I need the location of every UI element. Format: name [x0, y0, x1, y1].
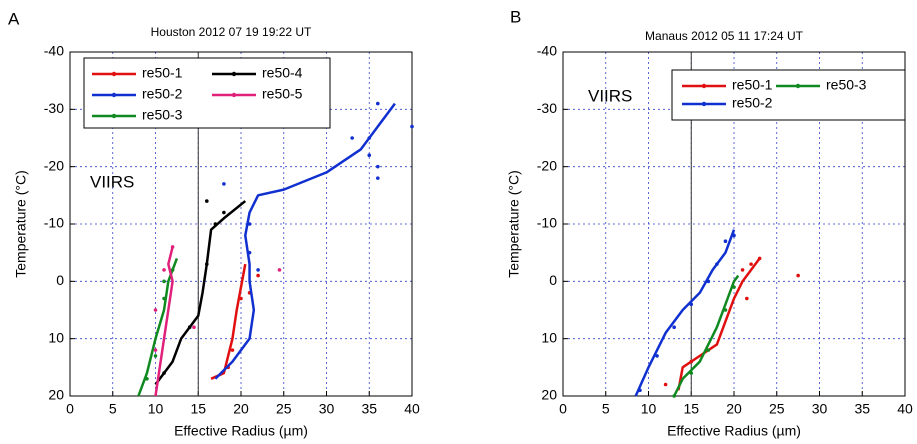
- series-line: [137, 257, 179, 397]
- legend-marker: [111, 113, 117, 119]
- y-tick-label: 10: [541, 329, 557, 345]
- chart-title: Houston 2012 07 19 19:22 UT: [151, 25, 312, 39]
- x-tick-label: 10: [148, 401, 164, 417]
- legend-marker: [231, 92, 237, 98]
- x-tick-label: 0: [66, 401, 74, 417]
- series-line: [154, 246, 174, 397]
- legend-marker: [701, 83, 707, 89]
- x-tick-label: 15: [683, 401, 699, 417]
- data-point: [376, 101, 380, 106]
- x-tick-label: 40: [404, 401, 420, 417]
- data-point: [222, 182, 226, 186]
- y-tick-label: -20: [44, 157, 64, 173]
- x-tick-label: 30: [319, 401, 335, 417]
- y-tick-label: -30: [537, 100, 557, 116]
- data-point: [672, 325, 676, 330]
- data-point: [376, 164, 380, 169]
- data-point: [256, 273, 260, 278]
- x-tick-label: 20: [233, 401, 249, 417]
- x-tick-label: 10: [641, 401, 657, 417]
- y-tick-label: -40: [44, 43, 64, 59]
- y-tick-label: -30: [44, 100, 64, 116]
- data-point: [222, 210, 226, 215]
- annotation: VIIRS: [90, 172, 134, 191]
- legend-label: re50-1: [732, 77, 773, 93]
- data-point: [663, 382, 668, 387]
- x-axis-label: Effective Radius (µm): [174, 423, 308, 439]
- series-line: [673, 274, 740, 397]
- data-point: [376, 176, 380, 180]
- chart-title: Manaus 2012 05 11 17:24 UT: [645, 29, 804, 43]
- y-tick-label: 0: [56, 272, 64, 288]
- data-point: [350, 136, 354, 140]
- data-point: [162, 268, 166, 272]
- data-point: [205, 199, 209, 203]
- data-point: [230, 348, 235, 352]
- y-axis-label: Temperature (°C): [13, 170, 29, 278]
- legend-box: [671, 69, 906, 121]
- x-tick-label: 25: [276, 401, 292, 417]
- x-tick-label: 35: [854, 401, 870, 417]
- series-line: [214, 102, 396, 380]
- legend-label: re50-2: [142, 86, 183, 102]
- x-tick-label: 5: [109, 401, 117, 417]
- data-point: [367, 153, 372, 157]
- x-tick-label: 40: [897, 401, 913, 417]
- data-point: [153, 348, 158, 352]
- legend-label: re50-5: [262, 86, 303, 102]
- legend-marker: [795, 83, 801, 89]
- data-point: [153, 308, 158, 312]
- data-point: [706, 348, 711, 352]
- legend-marker: [231, 71, 237, 77]
- x-tick-label: 15: [190, 401, 206, 417]
- x-tick-label: 5: [602, 401, 610, 417]
- legend-label: re50-3: [826, 77, 867, 93]
- y-tick-label: 20: [48, 387, 64, 403]
- x-tick-label: 30: [812, 401, 828, 417]
- x-tick-label: 20: [726, 401, 742, 417]
- y-axis-label: Temperature (°C): [506, 170, 522, 278]
- data-point: [655, 354, 659, 358]
- y-tick-label: -10: [537, 215, 557, 231]
- panel-label: A: [8, 9, 20, 28]
- legend-marker: [111, 92, 117, 98]
- data-point: [745, 296, 749, 301]
- y-tick-label: 10: [48, 329, 64, 345]
- y-tick-label: 20: [541, 387, 557, 403]
- data-point: [153, 354, 158, 358]
- legend-label: re50-1: [142, 65, 183, 81]
- data-point: [256, 268, 260, 272]
- x-axis-label: Effective Radius (µm): [667, 423, 801, 439]
- legend-marker: [111, 71, 117, 77]
- y-tick-label: 0: [549, 272, 557, 288]
- x-tick-label: 0: [559, 401, 567, 417]
- y-tick-label: -40: [537, 43, 557, 59]
- y-tick-label: -20: [537, 157, 557, 173]
- data-point: [796, 273, 800, 278]
- data-point: [723, 239, 728, 243]
- annotation: VIIRS: [588, 86, 632, 105]
- data-point: [162, 279, 166, 284]
- panel-label: B: [510, 7, 521, 26]
- data-point: [192, 325, 196, 330]
- legend-marker: [701, 101, 707, 107]
- data-point: [410, 124, 414, 129]
- series-line: [154, 200, 247, 386]
- series-line: [677, 257, 761, 391]
- data-point: [749, 262, 753, 266]
- x-tick-label: 35: [361, 401, 377, 417]
- data-point: [277, 268, 282, 272]
- legend-label: re50-3: [142, 107, 183, 123]
- legend-label: re50-2: [732, 95, 773, 111]
- series-line: [634, 229, 736, 397]
- y-tick-label: -10: [44, 215, 64, 231]
- data-point: [740, 268, 745, 272]
- legend-label: re50-4: [262, 65, 303, 81]
- x-tick-label: 25: [769, 401, 785, 417]
